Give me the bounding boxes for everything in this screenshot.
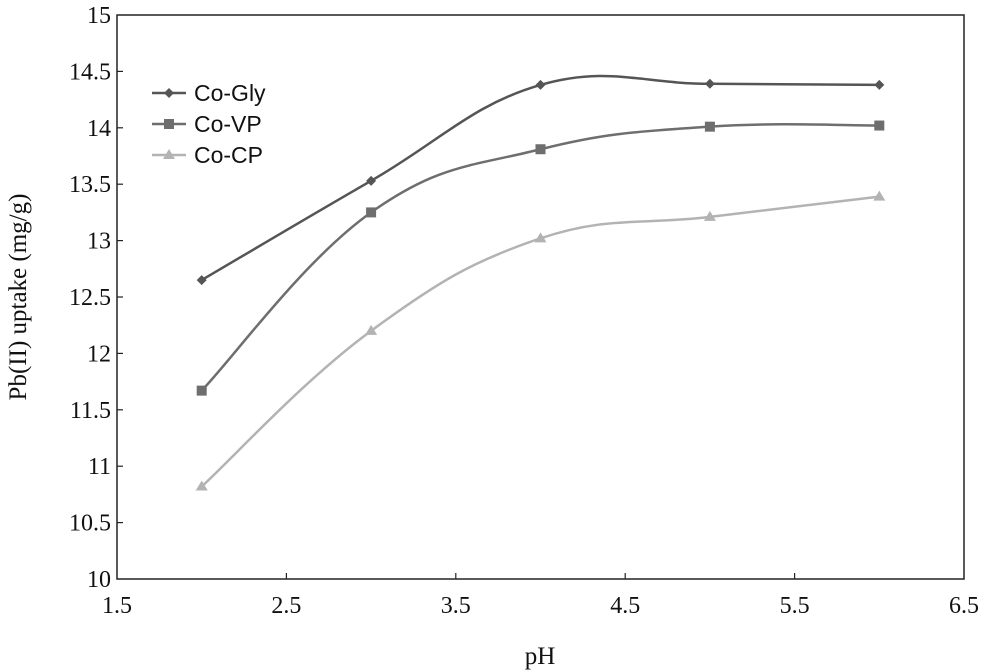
- series-layer: [195, 74, 886, 491]
- data-point-co-cp: [365, 324, 378, 335]
- data-point-co-vp: [366, 207, 377, 218]
- y-tick-label: 15: [87, 3, 111, 29]
- legend-label: Co-CP: [194, 142, 263, 168]
- series-line-co-gly: [201, 74, 880, 282]
- legend-label: Co-VP: [194, 111, 262, 137]
- legend-item-co-cp: Co-CP: [152, 142, 263, 168]
- x-tick-label: 1.5: [102, 593, 132, 619]
- y-axis-ticks: 10 10.5 11 11.5 12 12.5 13 13.5 14 14.5 15: [69, 3, 123, 593]
- legend-item-co-gly: Co-Gly: [152, 80, 266, 106]
- data-point-co-gly: [535, 79, 546, 90]
- x-tick-label: 4.5: [610, 593, 640, 619]
- y-tick-label: 12: [87, 341, 111, 367]
- legend-label: Co-Gly: [194, 80, 266, 106]
- x-axis-title: pH: [525, 643, 556, 670]
- legend-marker: [164, 88, 174, 98]
- x-tick-label: 5.5: [780, 593, 810, 619]
- y-tick-label: 14: [87, 116, 111, 142]
- data-point-co-gly: [196, 275, 207, 286]
- y-tick-label: 14.5: [69, 59, 111, 85]
- data-point-co-cp: [873, 190, 886, 201]
- data-point-co-vp: [704, 121, 715, 132]
- data-point-co-vp: [535, 144, 546, 155]
- legend-marker: [164, 119, 174, 129]
- x-tick-label: 6.5: [949, 593, 979, 619]
- x-axis-ticks: 1.5 2.5 3.5 4.5 5.5 6.5: [102, 573, 979, 619]
- y-tick-label: 10: [87, 567, 111, 593]
- legend: Co-Gly Co-VP Co-CP: [152, 80, 266, 168]
- data-point-co-gly: [704, 78, 715, 89]
- x-tick-label: 3.5: [441, 593, 471, 619]
- series-line-co-vp: [200, 123, 880, 392]
- data-point-co-gly: [366, 175, 377, 186]
- y-tick-label: 11.5: [70, 398, 111, 424]
- data-point-co-cp: [703, 210, 716, 221]
- y-tick-label: 10.5: [69, 511, 111, 537]
- series-co-cp: [195, 190, 886, 491]
- legend-marker: [163, 149, 175, 159]
- x-tick-label: 2.5: [271, 593, 301, 619]
- series-co-vp: [196, 120, 885, 396]
- y-tick-label: 13.5: [69, 172, 111, 198]
- data-point-co-vp: [196, 385, 207, 396]
- legend-item-co-vp: Co-VP: [152, 111, 262, 137]
- data-point-co-gly: [874, 79, 885, 90]
- series-co-gly: [196, 74, 885, 286]
- data-point-co-cp: [195, 480, 208, 491]
- data-point-co-cp: [534, 232, 547, 243]
- y-tick-label: 12.5: [69, 285, 111, 311]
- data-point-co-vp: [874, 120, 885, 131]
- y-tick-label: 13: [87, 229, 111, 255]
- y-axis-title: Pb(II) uptake (mg/g): [5, 194, 32, 401]
- y-tick-label: 11: [88, 454, 111, 480]
